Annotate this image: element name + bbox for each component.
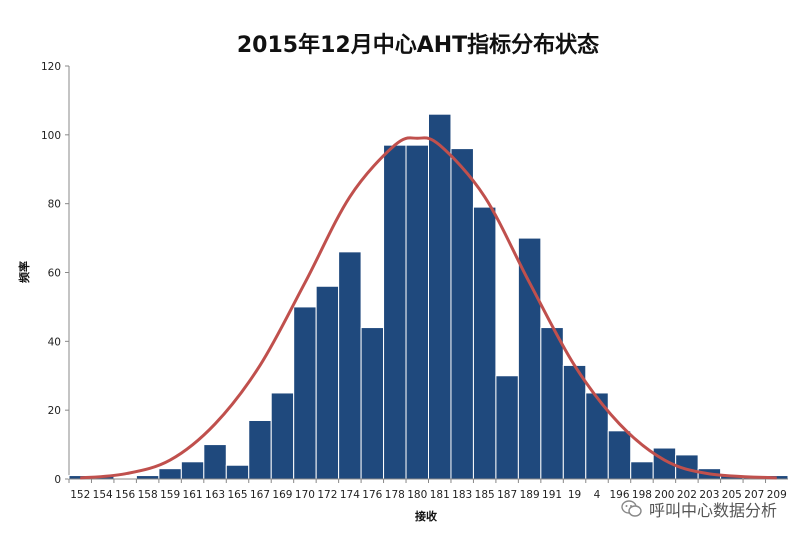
x-tick-label: 167 <box>250 489 270 501</box>
y-tick-label: 60 <box>48 268 61 280</box>
wechat-icon <box>621 500 642 517</box>
y-axis-label: 频率 <box>17 261 31 283</box>
x-tick-label: 180 <box>407 489 427 501</box>
x-tick-label: 187 <box>497 489 517 501</box>
bar <box>428 113 452 480</box>
bar <box>405 144 429 480</box>
x-tick-label: 209 <box>767 489 787 501</box>
watermark: 呼叫中心数据分析 <box>621 497 777 521</box>
bar <box>315 285 340 480</box>
x-tick-label: 181 <box>430 489 450 501</box>
x-tick-label: 205 <box>722 489 742 501</box>
x-tick-label: 158 <box>138 489 158 501</box>
y-axis: 0 20 40 60 80 100 120 <box>41 61 70 486</box>
x-tick-label: 196 <box>609 489 629 501</box>
y-tick-label: 80 <box>48 199 61 211</box>
x-tick-label: 174 <box>340 489 360 501</box>
bar <box>360 327 385 480</box>
y-tick-label: 120 <box>41 61 61 73</box>
x-tick-label: 200 <box>654 489 674 501</box>
y-tick-label: 100 <box>41 130 61 142</box>
y-tick-label: 40 <box>48 336 61 348</box>
x-tick-label: 198 <box>632 489 652 501</box>
x-tick-label: 189 <box>520 489 540 501</box>
bar <box>517 237 542 480</box>
bar <box>540 327 564 480</box>
bar <box>630 461 654 480</box>
watermark-text: 呼叫中心数据分析 <box>648 501 777 520</box>
bar <box>293 306 317 480</box>
bar <box>203 444 227 480</box>
x-tick-label: 183 <box>452 489 472 501</box>
normal-curve <box>80 136 777 480</box>
x-tick-label: 159 <box>160 489 180 501</box>
bar <box>383 144 407 480</box>
bar <box>180 461 205 480</box>
bar <box>225 464 250 480</box>
x-tick-label: 4 <box>594 489 601 501</box>
bar <box>158 468 182 480</box>
x-tick-label: 169 <box>272 489 292 501</box>
bar <box>248 419 272 480</box>
chart-title: 2015年12月中心AHT指标分布状态 <box>237 32 599 58</box>
x-tick-label: 191 <box>542 489 562 501</box>
x-tick-label: 207 <box>744 489 764 501</box>
bar <box>338 251 362 480</box>
bar <box>472 206 497 480</box>
x-tick-label: 152 <box>70 489 90 501</box>
x-tick-label: 185 <box>475 489 495 501</box>
bar <box>270 392 295 480</box>
x-tick-label: 172 <box>317 489 337 501</box>
x-tick-label: 178 <box>385 489 405 501</box>
x-tick-label: 165 <box>227 489 247 501</box>
x-tick-label: 176 <box>362 489 382 501</box>
x-axis: 152 154 156 158 159 161 163 165 167 169 170 172 174 1… <box>68 478 788 501</box>
x-tick-label: 203 <box>699 489 719 501</box>
y-tick-label: 0 <box>54 474 61 486</box>
x-tick-label: 156 <box>115 489 135 501</box>
bar <box>495 375 519 480</box>
x-tick-label: 202 <box>677 489 697 501</box>
bar <box>450 148 474 480</box>
x-tick-label: 161 <box>183 489 203 501</box>
bars <box>68 113 789 480</box>
y-tick-label: 20 <box>48 405 61 417</box>
x-tick-label: 163 <box>205 489 225 501</box>
bar <box>562 364 587 480</box>
bar <box>135 475 160 480</box>
x-tick-label: 170 <box>295 489 315 501</box>
x-tick-label: 154 <box>93 489 113 501</box>
bar <box>607 430 632 480</box>
x-tick-label: 19 <box>568 489 581 501</box>
x-axis-label: 接收 <box>415 509 437 523</box>
